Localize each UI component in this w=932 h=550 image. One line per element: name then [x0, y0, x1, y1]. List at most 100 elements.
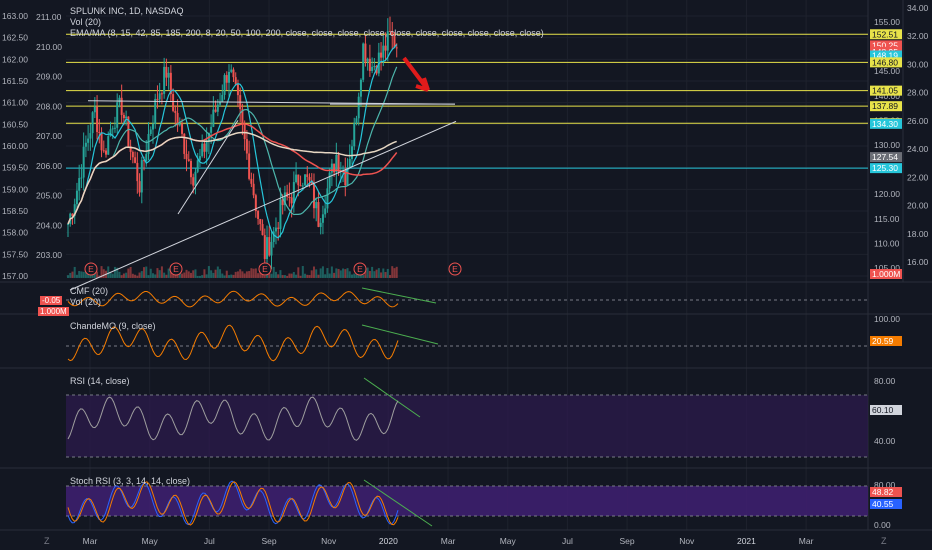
volume-bar [344, 269, 347, 278]
candle-body [67, 223, 69, 225]
zoom-left-icon[interactable]: Z [44, 536, 50, 546]
candle-body [319, 222, 322, 227]
ema-legend: EMA/MA (8, 15, 42, 85, 185, 200, 8, 20, … [70, 28, 544, 38]
candle-body [326, 188, 329, 209]
candle-body [216, 104, 219, 112]
chande-axis-tick: 100.00 [874, 314, 900, 324]
rsi-title: RSI (14, close) [70, 376, 130, 386]
volume-bar [113, 266, 116, 278]
volume-bar [386, 268, 389, 278]
x-tick-label: Sep [261, 536, 276, 546]
stoch-tag-2: 40.55 [872, 499, 894, 509]
candle-body [109, 129, 112, 137]
earnings-marker-ring [258, 262, 272, 276]
candle-body [308, 177, 311, 181]
volume-bar [250, 268, 253, 278]
volume-bar [125, 272, 128, 278]
volume-bar [189, 272, 192, 278]
candle-body [167, 72, 170, 78]
candle-body [172, 94, 175, 111]
zoom-right-icon[interactable]: Z [881, 536, 887, 546]
x-tick-label: May [142, 536, 159, 546]
candle-body [241, 109, 244, 125]
stoch-axis-tick: 80.00 [874, 480, 896, 490]
volume-bar [239, 269, 242, 278]
candle-body [248, 153, 251, 179]
volume-bar [198, 275, 201, 278]
candle-body [147, 134, 150, 155]
candle-body [160, 93, 163, 95]
volume-bar [183, 272, 186, 278]
candle-body [230, 69, 233, 72]
volume-bar [348, 271, 351, 278]
cmf-title: CMF (20) [70, 286, 108, 296]
volume-bar [339, 270, 342, 278]
volume-bar [243, 273, 246, 278]
volume-bar [277, 274, 280, 278]
right-axis-tick: 105.00 [874, 263, 900, 273]
rsi-legend: RSI (14, close) [70, 376, 130, 387]
candle-body [250, 178, 253, 184]
stoch-tag-2-bg [870, 499, 902, 509]
volume-bar [232, 274, 235, 278]
candle-body [283, 192, 286, 206]
candle-body [219, 101, 222, 105]
trendline-upper [87, 100, 456, 105]
outer-axis-tick: 28.00 [907, 88, 929, 98]
candle-body [187, 159, 190, 161]
candle-body [118, 97, 121, 103]
right-axis-tick: 140.00 [874, 91, 900, 101]
rsi-line [67, 396, 399, 441]
volume-bar [297, 267, 300, 278]
candle-body [328, 172, 331, 189]
x-tick-label: 2020 [379, 536, 398, 546]
candle-body [344, 169, 347, 186]
candle-body [136, 162, 139, 182]
left-axis-tick: 159.00 [2, 184, 28, 194]
volume-bar [346, 268, 349, 278]
trend-lines [69, 56, 457, 527]
candle-body [270, 241, 273, 256]
cmf-divergence [361, 287, 437, 304]
volume-bar [71, 271, 74, 278]
price-tag: 1.000M [872, 269, 900, 279]
candle-body [333, 163, 336, 173]
candle-body [297, 174, 300, 186]
candle-body [353, 123, 356, 147]
price-tag-bg [870, 57, 902, 68]
left-axis-2-tick: 203.00 [36, 250, 62, 260]
red-arrow [402, 56, 430, 92]
volume-bar [67, 275, 69, 278]
volume-bar [136, 275, 139, 278]
volume-bar [165, 274, 168, 278]
candle-body [272, 231, 275, 242]
x-tick-label: Sep [620, 536, 635, 546]
candle-body [87, 138, 90, 143]
earnings-marker: E [452, 264, 458, 274]
left-axis-tick: 161.50 [2, 76, 28, 86]
left-axis-2-tick: 211.00 [36, 12, 62, 22]
volume-bar [335, 268, 338, 278]
price-tag: 141.05 [872, 86, 898, 96]
volume-bar [82, 271, 85, 278]
candle-body [364, 43, 367, 62]
candle-body [78, 178, 81, 191]
candle-body [225, 75, 228, 83]
candle-body [279, 199, 282, 229]
volume-bar [333, 272, 336, 278]
stoch-k-line [67, 480, 399, 526]
trendline-support [69, 120, 457, 291]
volume-bar [69, 272, 72, 278]
volume-bar [210, 270, 213, 278]
volume-bar [312, 266, 315, 278]
price-tag: 125.30 [872, 163, 898, 173]
volume-bar [181, 273, 184, 278]
candle-body [111, 128, 114, 130]
candle-body [288, 196, 291, 198]
price-tag-bg [870, 152, 902, 163]
candle-body [210, 126, 213, 133]
price-tag-bg [870, 50, 902, 61]
volume-bar [73, 266, 76, 278]
volume-bar [234, 271, 237, 278]
